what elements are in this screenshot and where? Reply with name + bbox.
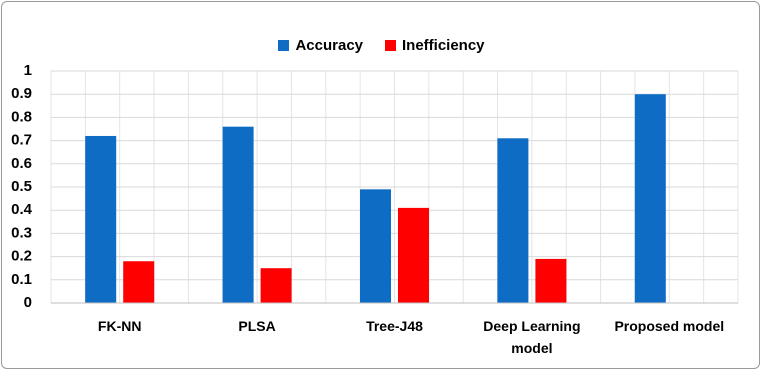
legend-item: Accuracy — [278, 37, 363, 54]
legend-item: Inefficiency — [385, 37, 485, 54]
y-tick-label: 0.5 — [11, 178, 32, 195]
bar — [398, 207, 429, 303]
x-tick-label: FK-NN — [97, 318, 142, 334]
y-tick-label: 0.6 — [11, 155, 32, 172]
legend: Accuracy Inefficiency — [0, 37, 763, 54]
bar — [497, 138, 529, 303]
y-tick-label: 0.3 — [11, 224, 32, 241]
legend-swatch — [385, 40, 396, 51]
y-tick-label: 0.2 — [11, 248, 32, 265]
legend-swatch — [278, 40, 290, 51]
legend-label: Inefficiency — [402, 37, 485, 54]
y-tick-label: 1 — [24, 62, 32, 79]
y-tick-label: 0.1 — [11, 271, 32, 288]
bar — [85, 135, 117, 303]
bar — [222, 126, 254, 304]
x-tick-label: Tree-J48 — [366, 318, 423, 334]
bar — [634, 94, 666, 303]
bar — [260, 268, 292, 303]
bar — [123, 261, 155, 303]
x-tick-label: PLSA — [238, 318, 276, 334]
bar — [360, 189, 391, 303]
legend-label: Accuracy — [295, 37, 363, 54]
y-tick-label: 0.9 — [11, 85, 32, 102]
x-tick-label: Proposed model — [614, 318, 725, 334]
x-tick-label: Deep Learning model — [483, 318, 581, 356]
y-tick-label: 0.4 — [11, 201, 33, 218]
y-tick-label: 0.8 — [11, 108, 32, 125]
bar — [535, 258, 567, 303]
y-tick-label: 0 — [24, 294, 32, 311]
y-tick-label: 0.7 — [11, 132, 32, 149]
